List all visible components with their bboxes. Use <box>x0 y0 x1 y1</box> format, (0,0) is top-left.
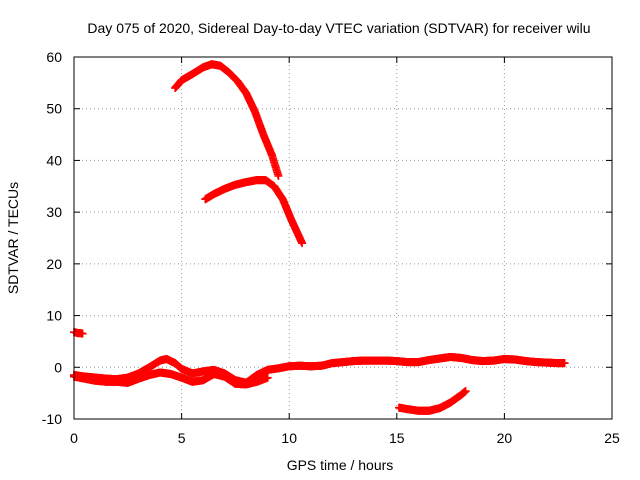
data-point <box>263 373 272 382</box>
y-tick-label: -10 <box>42 411 62 427</box>
data-points <box>70 60 569 415</box>
y-tick-label: 50 <box>46 101 62 117</box>
x-tick-label: 5 <box>178 430 186 446</box>
x-tick-label: 10 <box>281 430 297 446</box>
series-baseline-b <box>70 368 272 389</box>
data-point <box>560 359 569 368</box>
x-tick-label: 15 <box>389 430 405 446</box>
axis-ticks: 0 5 10 15 20 25 -10 0 10 20 30 40 50 60 <box>42 49 620 446</box>
y-tick-label: 10 <box>46 308 62 324</box>
series-arc-upper-mid <box>201 176 307 248</box>
x-tick-label: 0 <box>70 430 78 446</box>
data-point <box>78 329 87 338</box>
y-tick-label: 0 <box>54 359 62 375</box>
chart-title: Day 075 of 2020, Sidereal Day-to-day VTE… <box>87 20 590 36</box>
data-point <box>274 171 283 180</box>
data-point <box>461 387 470 396</box>
gridlines <box>74 57 612 419</box>
y-tick-label: 60 <box>46 49 62 65</box>
y-tick-label: 40 <box>46 152 62 168</box>
x-axis-label: GPS time / hours <box>287 457 394 473</box>
series-arc-upper-high <box>171 60 283 180</box>
y-tick-label: 20 <box>46 256 62 272</box>
plot-frame <box>73 56 613 420</box>
series-dip-arc <box>394 387 470 415</box>
y-axis-label: SDTVAR / TECUs <box>5 182 21 294</box>
data-point <box>298 239 307 248</box>
y-tick-label: 30 <box>46 204 62 220</box>
x-tick-label: 20 <box>497 430 513 446</box>
x-tick-label: 25 <box>604 430 620 446</box>
